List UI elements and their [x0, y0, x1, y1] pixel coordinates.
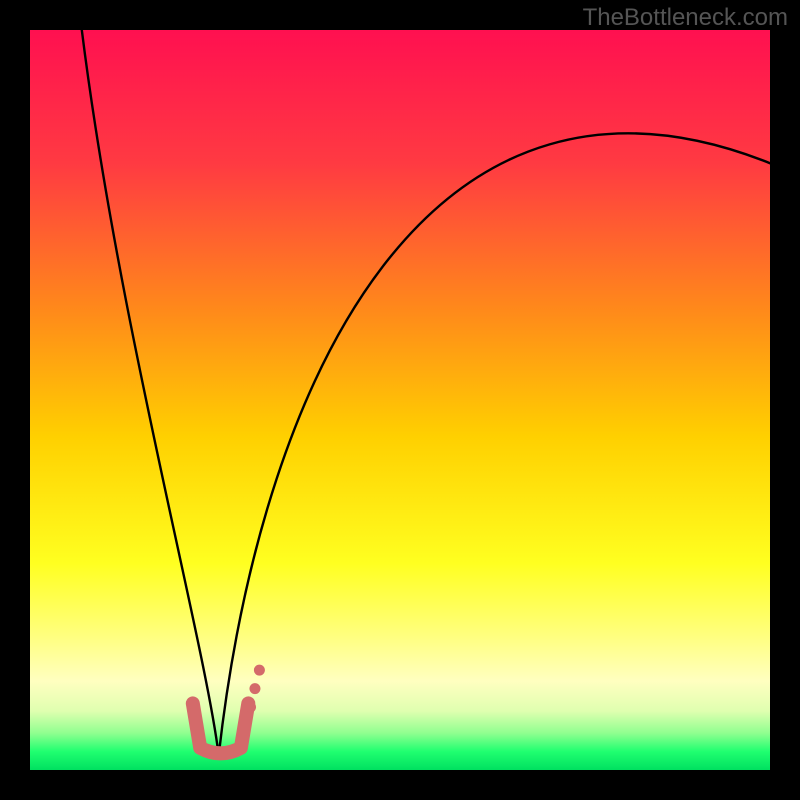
- plot-background: [30, 30, 770, 770]
- chart-stage: TheBottleneck.com: [0, 0, 800, 800]
- vertex-marker-dot: [245, 702, 256, 713]
- watermark-text: TheBottleneck.com: [583, 4, 788, 32]
- vertex-marker-dot: [254, 665, 265, 676]
- bottleneck-chart: [0, 0, 800, 800]
- vertex-marker-dot: [249, 683, 260, 694]
